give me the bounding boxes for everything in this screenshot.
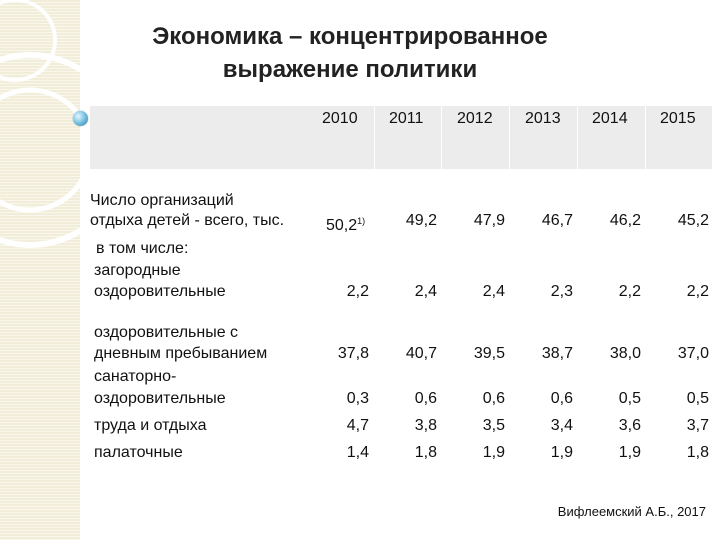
table-cell: 40,7: [405, 345, 437, 362]
row-label: дневным пребыванием: [94, 345, 268, 362]
column-divider: [645, 106, 646, 169]
table-cell: 3,7: [686, 417, 709, 434]
year-header: 2011: [389, 110, 424, 127]
title-line-2: выражение политики: [222, 56, 478, 83]
column-divider: [374, 106, 375, 169]
year-header: 2012: [457, 110, 493, 127]
decorative-side-stripe: [0, 0, 80, 540]
footnote-mark: 1): [357, 216, 366, 226]
table-cell: 38,0: [609, 345, 641, 362]
row-label: в том числе:: [96, 240, 189, 257]
table-cell: 2,4: [482, 283, 505, 300]
table-cell: 1,9: [618, 444, 641, 461]
column-divider: [509, 106, 510, 169]
table-cell: 3,5: [482, 417, 505, 434]
column-divider: [441, 106, 442, 169]
table-cell: 3,6: [618, 417, 641, 434]
table-cell: 0,6: [414, 390, 437, 407]
row-label: санаторно-: [94, 368, 177, 385]
table-cell: 0,5: [686, 390, 709, 407]
table-cell: 1,4: [346, 444, 369, 461]
table-cell: 1,9: [482, 444, 505, 461]
column-divider: [577, 106, 578, 169]
row-label: Число организаций: [90, 192, 234, 209]
table-cell: 1,9: [550, 444, 573, 461]
year-header: 2014: [592, 110, 628, 127]
table-cell: 45,2: [677, 212, 709, 229]
table-cell: 1,8: [414, 444, 437, 461]
row-label: палаточные: [94, 444, 183, 461]
row-label: оздоровительные: [94, 283, 226, 300]
table-cell: 37,0: [677, 345, 709, 362]
year-header: 2013: [525, 110, 561, 127]
year-header: 2015: [660, 110, 696, 127]
table-cell: 0,3: [346, 390, 369, 407]
table-cell: 37,8: [337, 345, 369, 362]
table-cell: 0,6: [482, 390, 505, 407]
table-cell: 1,8: [686, 444, 709, 461]
row-label: отдыха детей - всего, тыс.: [90, 212, 285, 229]
table-cell: 0,6: [550, 390, 573, 407]
row-label: загородные: [94, 262, 181, 279]
cell-value: 50,2: [326, 217, 358, 234]
table-cell: 3,8: [414, 417, 437, 434]
row-label: труда и отдыха: [94, 417, 207, 434]
table-cell: 38,7: [541, 345, 573, 362]
year-header: 2010: [322, 110, 358, 127]
author-credit: Вифлеемский А.Б., 2017: [557, 504, 706, 519]
table-cell: 39,5: [473, 345, 505, 362]
table-cell: 49,2: [405, 212, 437, 229]
table-cell: 2,2: [346, 283, 369, 300]
table-cell: 50,21): [326, 210, 365, 237]
bullet-orb-icon: [73, 111, 88, 126]
table-cell: 3,4: [550, 417, 573, 434]
table-header-band: [90, 106, 712, 169]
table-cell: 2,2: [686, 283, 709, 300]
table-cell: 2,3: [550, 283, 573, 300]
table-cell: 4,7: [346, 417, 369, 434]
table-cell: 46,7: [541, 212, 573, 229]
table-cell: 0,5: [618, 390, 641, 407]
table-cell: 46,2: [609, 212, 641, 229]
slide-title: Экономика – концентрированное выражение …: [100, 20, 600, 86]
table-cell: 47,9: [473, 212, 505, 229]
row-label: оздоровительные с: [94, 324, 239, 341]
title-line-1: Экономика – концентрированное: [152, 23, 548, 50]
row-label: оздоровительные: [94, 390, 226, 407]
table-cell: 2,4: [414, 283, 437, 300]
table-cell: 2,2: [618, 283, 641, 300]
decorative-rings: [0, 0, 80, 248]
